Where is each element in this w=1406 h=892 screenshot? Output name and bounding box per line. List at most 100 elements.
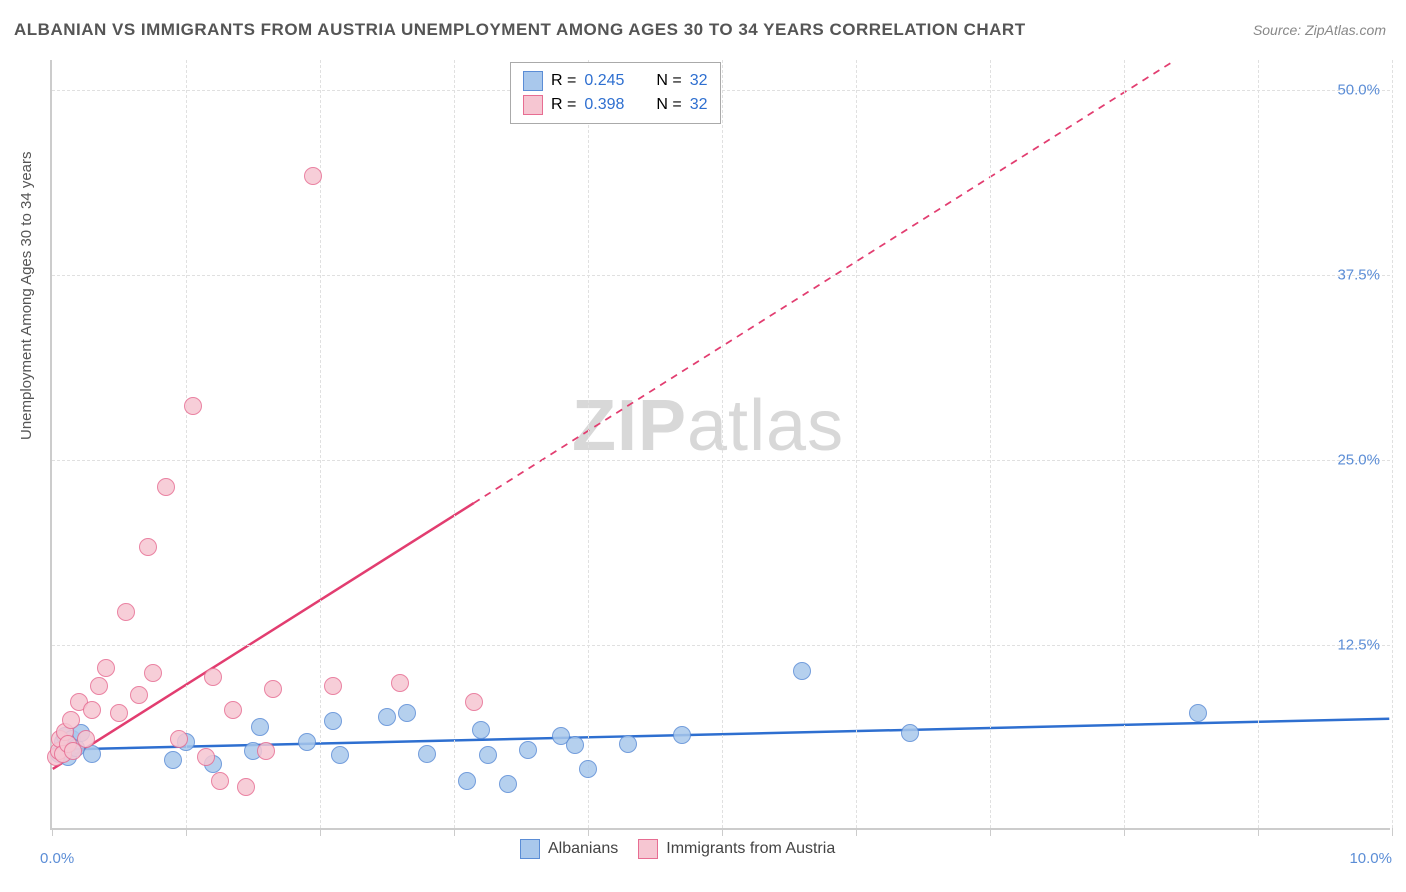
data-point bbox=[304, 167, 322, 185]
gridline-v bbox=[588, 60, 589, 828]
data-point bbox=[77, 730, 95, 748]
gridline-h bbox=[52, 645, 1390, 646]
data-point bbox=[211, 772, 229, 790]
data-point bbox=[264, 680, 282, 698]
data-point bbox=[331, 746, 349, 764]
series-legend: Albanians Immigrants from Austria bbox=[520, 839, 835, 859]
y-axis-label: Unemployment Among Ages 30 to 34 years bbox=[18, 151, 35, 440]
data-point bbox=[1189, 704, 1207, 722]
data-point bbox=[465, 693, 483, 711]
gridline-v bbox=[856, 60, 857, 828]
y-tick-label: 12.5% bbox=[1337, 636, 1380, 653]
r-value-albanians: 0.245 bbox=[584, 72, 624, 90]
n-label: N = bbox=[656, 96, 681, 114]
x-tick bbox=[588, 828, 589, 836]
legend-item-austria: Immigrants from Austria bbox=[638, 839, 835, 859]
n-value-austria: 32 bbox=[690, 96, 708, 114]
n-label: N = bbox=[656, 72, 681, 90]
legend-swatch-albanians bbox=[523, 71, 543, 91]
data-point bbox=[184, 397, 202, 415]
x-tick-max: 10.0% bbox=[1349, 850, 1392, 867]
x-tick bbox=[1258, 828, 1259, 836]
data-point bbox=[398, 704, 416, 722]
data-point bbox=[298, 733, 316, 751]
legend-row: R = 0.245 N = 32 bbox=[523, 69, 708, 93]
data-point bbox=[579, 760, 597, 778]
data-point bbox=[391, 674, 409, 692]
data-point bbox=[324, 677, 342, 695]
gridline-h bbox=[52, 90, 1390, 91]
data-point bbox=[673, 726, 691, 744]
legend-label-albanians: Albanians bbox=[548, 840, 618, 858]
data-point bbox=[566, 736, 584, 754]
gridline-v bbox=[1392, 60, 1393, 828]
legend-label-austria: Immigrants from Austria bbox=[666, 840, 835, 858]
data-point bbox=[204, 668, 222, 686]
x-tick-min: 0.0% bbox=[40, 850, 74, 867]
legend-swatch-austria bbox=[523, 95, 543, 115]
data-point bbox=[257, 742, 275, 760]
data-point bbox=[157, 478, 175, 496]
gridline-h bbox=[52, 460, 1390, 461]
gridline-h bbox=[52, 275, 1390, 276]
x-tick bbox=[856, 828, 857, 836]
gridline-v bbox=[186, 60, 187, 828]
gridline-v bbox=[454, 60, 455, 828]
data-point bbox=[130, 686, 148, 704]
correlation-legend: R = 0.245 N = 32 R = 0.398 N = 32 bbox=[510, 62, 721, 124]
data-point bbox=[117, 603, 135, 621]
x-tick bbox=[186, 828, 187, 836]
x-tick bbox=[990, 828, 991, 836]
data-point bbox=[83, 701, 101, 719]
x-tick bbox=[320, 828, 321, 836]
data-point bbox=[251, 718, 269, 736]
data-point bbox=[62, 711, 80, 729]
data-point bbox=[324, 712, 342, 730]
data-point bbox=[237, 778, 255, 796]
gridline-v bbox=[722, 60, 723, 828]
chart-title: ALBANIAN VS IMMIGRANTS FROM AUSTRIA UNEM… bbox=[14, 20, 1026, 40]
r-value-austria: 0.398 bbox=[584, 96, 624, 114]
data-point bbox=[458, 772, 476, 790]
legend-item-albanians: Albanians bbox=[520, 839, 618, 859]
data-point bbox=[619, 735, 637, 753]
data-point bbox=[793, 662, 811, 680]
data-point bbox=[224, 701, 242, 719]
watermark-light: atlas bbox=[687, 386, 844, 466]
trend-line-dashed bbox=[474, 60, 1176, 503]
legend-swatch-austria bbox=[638, 839, 658, 859]
data-point bbox=[170, 730, 188, 748]
y-tick-label: 25.0% bbox=[1337, 451, 1380, 468]
y-tick-label: 50.0% bbox=[1337, 81, 1380, 98]
data-point bbox=[519, 741, 537, 759]
x-tick bbox=[722, 828, 723, 836]
gridline-v bbox=[1258, 60, 1259, 828]
x-tick bbox=[1124, 828, 1125, 836]
y-tick-label: 37.5% bbox=[1337, 266, 1380, 283]
data-point bbox=[90, 677, 108, 695]
data-point bbox=[97, 659, 115, 677]
r-label: R = bbox=[551, 96, 576, 114]
x-tick bbox=[1392, 828, 1393, 836]
data-point bbox=[418, 745, 436, 763]
data-point bbox=[378, 708, 396, 726]
data-point bbox=[139, 538, 157, 556]
data-point bbox=[499, 775, 517, 793]
data-point bbox=[164, 751, 182, 769]
data-point bbox=[197, 748, 215, 766]
watermark-bold: ZIP bbox=[572, 386, 687, 466]
plot-area: ZIPatlas 12.5% 25.0% 37.5% 50.0% bbox=[50, 60, 1390, 830]
data-point bbox=[472, 721, 490, 739]
legend-row: R = 0.398 N = 32 bbox=[523, 93, 708, 117]
data-point bbox=[901, 724, 919, 742]
data-point bbox=[110, 704, 128, 722]
data-point bbox=[479, 746, 497, 764]
r-label: R = bbox=[551, 72, 576, 90]
n-value-albanians: 32 bbox=[690, 72, 708, 90]
gridline-v bbox=[990, 60, 991, 828]
gridline-v bbox=[1124, 60, 1125, 828]
watermark: ZIPatlas bbox=[572, 385, 844, 467]
x-tick bbox=[454, 828, 455, 836]
data-point bbox=[144, 664, 162, 682]
x-tick bbox=[52, 828, 53, 836]
